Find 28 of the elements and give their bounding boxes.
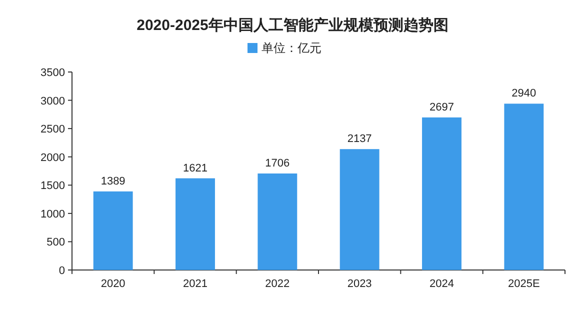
bar xyxy=(504,104,544,270)
bar xyxy=(176,178,215,270)
x-tick-label: 2020 xyxy=(100,278,126,290)
y-tick-label: 500 xyxy=(46,236,65,249)
data-label: 2940 xyxy=(512,88,536,100)
data-label: 1706 xyxy=(265,157,290,170)
chart-title: 2020-2025年中国人工智能产业规模预测趋势图 xyxy=(136,17,448,34)
y-tick-label: 3000 xyxy=(40,95,65,108)
x-tick-label: 2025E xyxy=(508,278,540,290)
x-tick-label: 2021 xyxy=(183,278,208,290)
y-tick-label: 0 xyxy=(58,265,65,277)
y-tick-label: 1500 xyxy=(40,180,65,192)
legend-label: 单位：亿元 xyxy=(262,41,322,55)
data-label: 1389 xyxy=(100,175,126,188)
bar xyxy=(422,117,462,270)
data-label: 2137 xyxy=(347,133,372,146)
bar xyxy=(340,149,380,270)
x-tick-label: 2023 xyxy=(347,278,372,290)
x-tick-label: 2022 xyxy=(265,278,290,290)
x-tick-label: 2024 xyxy=(430,278,454,290)
bar xyxy=(93,191,133,270)
y-tick-label: 3500 xyxy=(40,67,65,79)
data-label: 2697 xyxy=(430,101,454,114)
bar xyxy=(258,173,298,270)
y-tick-label: 1000 xyxy=(40,208,65,220)
data-label: 1621 xyxy=(183,162,208,174)
y-tick-label: 2000 xyxy=(40,152,65,164)
y-tick-label: 2500 xyxy=(40,124,65,136)
